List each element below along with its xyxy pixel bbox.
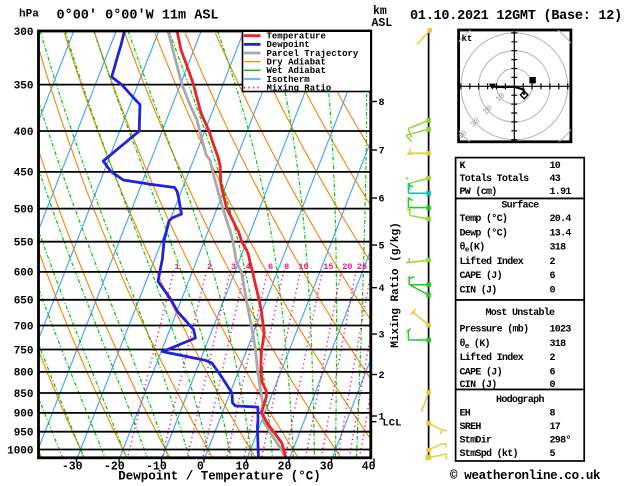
svg-text:4: 4 — [379, 284, 385, 295]
svg-text:8: 8 — [550, 408, 556, 419]
svg-text:500: 500 — [14, 204, 34, 216]
svg-text:298°: 298° — [550, 435, 571, 447]
svg-text:EH: EH — [460, 408, 471, 419]
svg-text:0: 0 — [550, 286, 556, 297]
svg-text:318: 318 — [550, 339, 567, 350]
svg-text:3: 3 — [379, 331, 385, 342]
svg-text:318: 318 — [550, 243, 567, 254]
svg-text:450: 450 — [14, 168, 34, 180]
svg-text:650: 650 — [14, 296, 34, 308]
svg-text:400: 400 — [14, 127, 34, 139]
svg-text:CIN (J): CIN (J) — [460, 379, 497, 391]
svg-text:1000: 1000 — [7, 445, 33, 457]
svg-text:Dry Adiabat: Dry Adiabat — [267, 58, 326, 68]
svg-text:CAPE (J): CAPE (J) — [460, 270, 502, 282]
svg-text:LCL: LCL — [383, 418, 402, 430]
svg-text:© weatheronline.co.uk: © weatheronline.co.uk — [450, 469, 601, 483]
svg-text:1: 1 — [379, 413, 385, 424]
svg-text:4: 4 — [245, 262, 250, 272]
svg-text:Most Unstable: Most Unstable — [485, 307, 555, 319]
svg-text:-10: -10 — [146, 461, 167, 474]
svg-text:Dewp (°C): Dewp (°C) — [460, 227, 508, 239]
svg-text:40: 40 — [456, 129, 469, 142]
svg-text:km: km — [373, 5, 387, 18]
svg-text:1: 1 — [174, 262, 179, 272]
svg-text:900: 900 — [14, 409, 34, 421]
svg-text:13.4: 13.4 — [550, 228, 572, 239]
svg-text:15: 15 — [323, 262, 333, 272]
svg-text:25: 25 — [357, 262, 367, 272]
svg-text:300: 300 — [14, 27, 34, 39]
svg-text:Pressure (mb): Pressure (mb) — [460, 324, 529, 336]
svg-text:350: 350 — [14, 80, 34, 92]
svg-text:2: 2 — [550, 353, 556, 364]
svg-text:17: 17 — [550, 422, 561, 433]
svg-text:20.4: 20.4 — [550, 214, 572, 225]
svg-text:10: 10 — [235, 461, 249, 474]
svg-text:20: 20 — [342, 262, 352, 272]
svg-text:30: 30 — [320, 461, 334, 474]
svg-text:700: 700 — [14, 321, 34, 333]
svg-text:40: 40 — [362, 461, 376, 474]
svg-text:Totals Totals: Totals Totals — [460, 173, 530, 185]
svg-text:Lifted Index: Lifted Index — [460, 352, 524, 364]
svg-text:PW (cm): PW (cm) — [460, 186, 497, 198]
svg-text:Dewpoint: Dewpoint — [267, 40, 310, 50]
svg-text:6: 6 — [550, 367, 556, 378]
svg-text:20: 20 — [278, 461, 292, 474]
svg-text:01.10.2021 12GMT (Base: 12): 01.10.2021 12GMT (Base: 12) — [410, 9, 622, 24]
svg-text:10: 10 — [550, 161, 561, 172]
svg-text:Surface: Surface — [501, 200, 539, 212]
svg-text:SREH: SREH — [460, 422, 482, 433]
svg-text:43: 43 — [550, 174, 561, 185]
svg-text:1023: 1023 — [550, 325, 572, 336]
svg-text:Lifted Index: Lifted Index — [460, 256, 524, 268]
svg-text:θe (K): θe (K) — [460, 338, 490, 351]
svg-text:2: 2 — [379, 371, 385, 382]
svg-text:950: 950 — [14, 428, 34, 440]
svg-text:750: 750 — [14, 345, 34, 357]
svg-text:hPa: hPa — [19, 9, 39, 21]
svg-text:-30: -30 — [62, 461, 83, 474]
svg-text:Parcel Trajectory: Parcel Trajectory — [267, 49, 359, 59]
svg-text:7: 7 — [379, 147, 385, 158]
svg-text:0: 0 — [550, 380, 556, 391]
svg-text:8: 8 — [379, 98, 385, 109]
svg-text:ASL: ASL — [372, 17, 393, 30]
svg-text:Temperature: Temperature — [267, 32, 326, 42]
svg-text:1.91: 1.91 — [550, 187, 572, 198]
svg-text:6: 6 — [268, 262, 273, 272]
svg-text:Temp (°C): Temp (°C) — [460, 213, 508, 225]
svg-text:CAPE (J): CAPE (J) — [460, 366, 502, 378]
svg-text:2: 2 — [207, 262, 212, 272]
svg-text:K: K — [460, 161, 466, 172]
svg-text:Wet Adiabat: Wet Adiabat — [267, 66, 326, 76]
svg-text:600: 600 — [14, 268, 34, 280]
svg-text:CIN (J): CIN (J) — [460, 285, 497, 297]
svg-text:5: 5 — [550, 449, 556, 460]
svg-text:kt: kt — [462, 34, 473, 44]
svg-text:Mixing Ratio (g/kg): Mixing Ratio (g/kg) — [390, 222, 402, 347]
svg-text:Isotherm: Isotherm — [267, 75, 311, 85]
svg-text:6: 6 — [379, 195, 385, 206]
svg-text:-20: -20 — [104, 461, 125, 474]
svg-text:800: 800 — [14, 368, 34, 380]
svg-text:StmSpd (kt): StmSpd (kt) — [460, 448, 518, 460]
svg-text:850: 850 — [14, 389, 34, 401]
svg-text:5: 5 — [379, 242, 385, 253]
svg-text:10: 10 — [298, 262, 308, 272]
svg-text:θe(K): θe(K) — [460, 242, 485, 255]
svg-text:0: 0 — [197, 461, 204, 474]
svg-text:Mixing Ratio: Mixing Ratio — [267, 83, 332, 93]
svg-text:Hodograph: Hodograph — [496, 394, 544, 406]
svg-text:3: 3 — [231, 262, 236, 272]
svg-text:2: 2 — [550, 257, 556, 268]
svg-text:0°00' 0°00'W 11m ASL: 0°00' 0°00'W 11m ASL — [57, 9, 219, 24]
svg-text:StmDir: StmDir — [460, 435, 493, 447]
svg-text:Dewpoint / Temperature (°C): Dewpoint / Temperature (°C) — [118, 470, 321, 484]
svg-text:8: 8 — [284, 262, 289, 272]
svg-text:550: 550 — [14, 238, 34, 250]
svg-text:6: 6 — [550, 271, 556, 282]
